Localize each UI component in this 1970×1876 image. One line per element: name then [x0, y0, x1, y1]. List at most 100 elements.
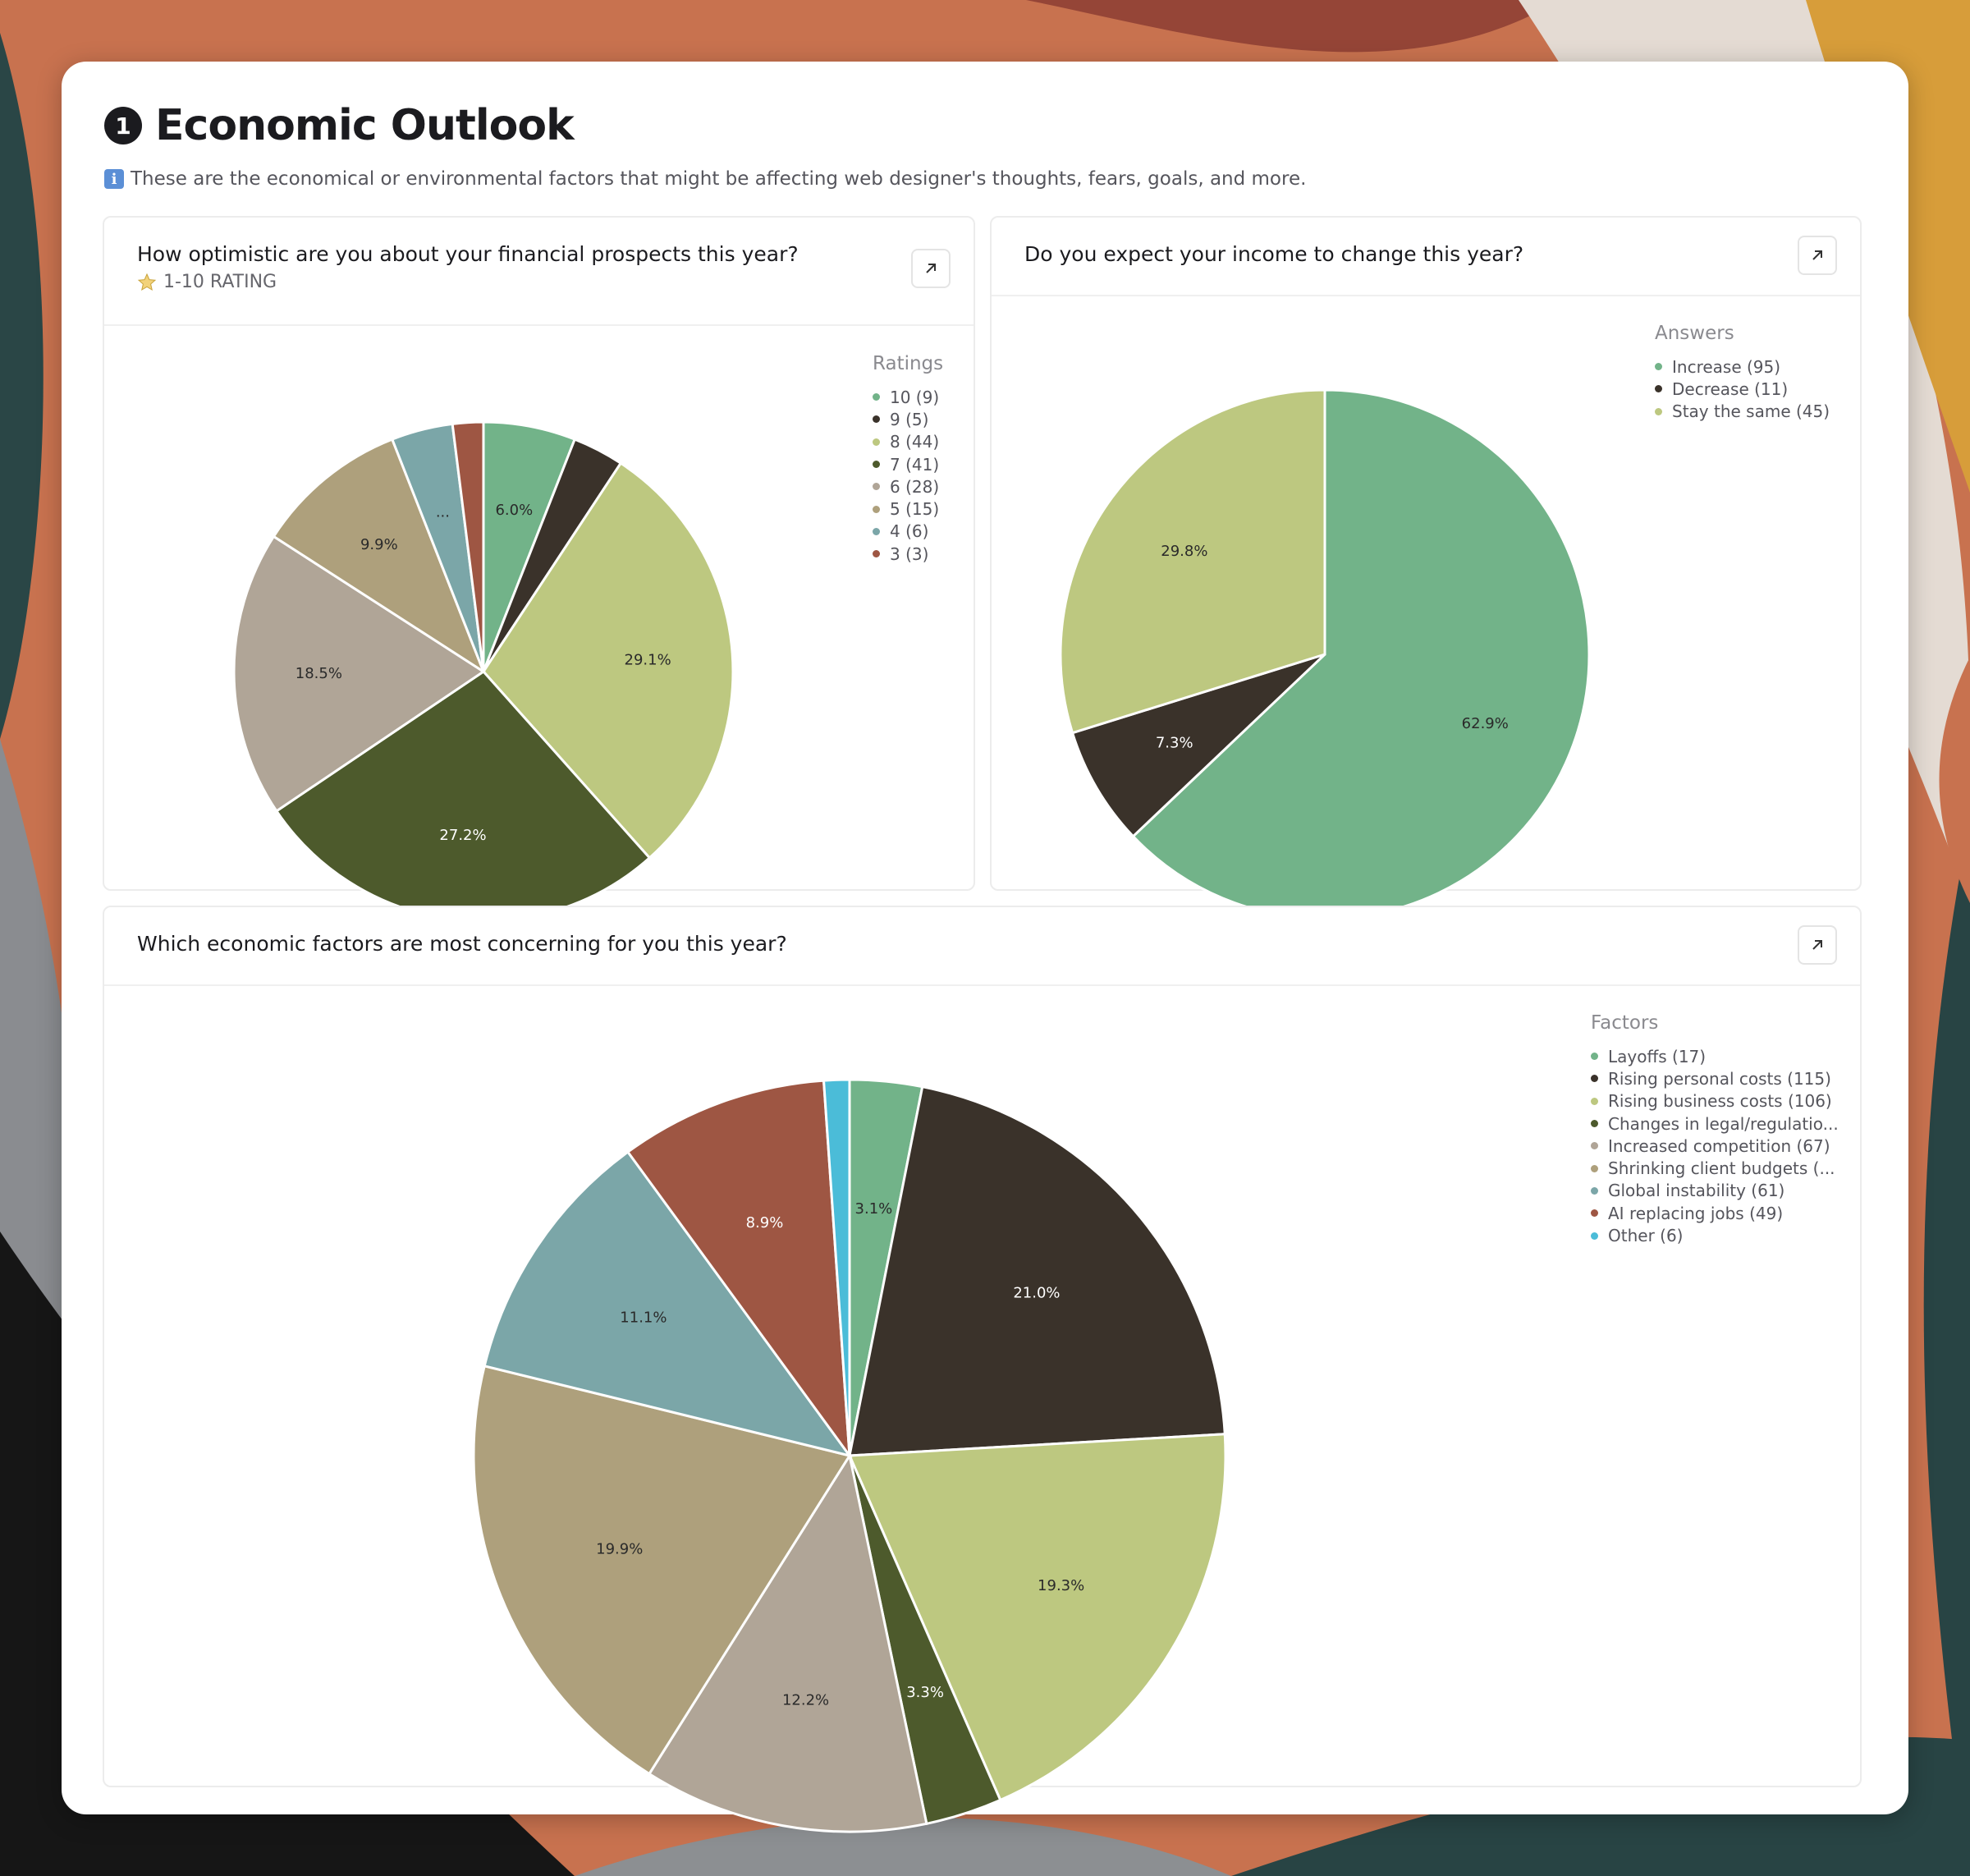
- slice-percent-label: 21.0%: [1013, 1284, 1060, 1301]
- legend-item[interactable]: Rising personal costs (115): [1591, 1067, 1839, 1089]
- pie-slice[interactable]: [1059, 388, 1326, 735]
- pie-slice[interactable]: [272, 438, 487, 675]
- legend-color-dot: [873, 550, 880, 558]
- arrow-up-right-icon: [1812, 250, 1822, 260]
- slice-percent-label: 62.9%: [1462, 715, 1509, 732]
- pie-slice[interactable]: [847, 1433, 1227, 1802]
- legend-item[interactable]: Increased competition (67): [1591, 1135, 1839, 1157]
- pie-slice[interactable]: [472, 1364, 852, 1776]
- pie-slice[interactable]: [822, 1078, 851, 1456]
- legend-title: Answers: [1655, 323, 1734, 344]
- legend-label: 4 (6): [890, 521, 929, 542]
- rating-scale-label: 1-10 RATING: [163, 272, 277, 292]
- pie-slice[interactable]: [1070, 653, 1326, 838]
- slice-percent-label: 18.5%: [296, 665, 342, 682]
- legend-item[interactable]: Changes in legal/regulatio...: [1591, 1112, 1839, 1135]
- dashboard-card: 1 Economic Outlook i These are the econo…: [62, 62, 1908, 1833]
- factors-legend: Factors Layoffs (17) Rising personal cost…: [1591, 1012, 1839, 1247]
- legend-color-dot: [1591, 1232, 1598, 1240]
- legend-item[interactable]: AI replacing jobs (49): [1591, 1202, 1839, 1224]
- legend-item[interactable]: 4 (6): [873, 521, 943, 543]
- slice-percent-label: 19.3%: [1038, 1577, 1084, 1594]
- pie-slice[interactable]: [482, 461, 735, 860]
- legend-color-dot: [873, 527, 880, 535]
- optimism-legend: Ratings 10 (9) 9 (5) 8 (44) 7 (41) 6 (28) 5 (…: [873, 353, 943, 565]
- page-title: Economic Outlook: [155, 101, 575, 150]
- legend-item[interactable]: 7 (41): [873, 453, 943, 475]
- legend-color-dot: [1591, 1142, 1598, 1150]
- legend-item[interactable]: 6 (28): [873, 475, 943, 498]
- legend-label: Rising business costs (106): [1608, 1091, 1832, 1112]
- description-text: These are the economical or environmenta…: [131, 168, 1307, 190]
- panel-header: Do you expect your income to change this…: [992, 218, 1860, 296]
- pie-slice[interactable]: [483, 1149, 853, 1458]
- legend-color-dot: [873, 438, 880, 446]
- legend-label: Rising personal costs (115): [1608, 1068, 1831, 1089]
- pie-slice[interactable]: [848, 1085, 1226, 1457]
- legend-color-dot: [873, 415, 880, 424]
- legend-label: 8 (44): [890, 432, 940, 452]
- arrow-up-right-icon: [926, 264, 936, 273]
- legend-color-dot: [1591, 1053, 1598, 1061]
- legend-item[interactable]: 8 (44): [873, 431, 943, 453]
- legend-label: 10 (9): [890, 387, 940, 407]
- slice-percent-label: 11.1%: [620, 1310, 667, 1327]
- legend-item[interactable]: Global instability (61): [1591, 1180, 1839, 1202]
- slice-percent-label: 9.9%: [360, 536, 398, 553]
- legend-label: Other (6): [1608, 1226, 1684, 1246]
- legend-label: Increase (95): [1672, 356, 1781, 377]
- income-panel: Do you expect your income to change this…: [990, 216, 1862, 920]
- pie-slice[interactable]: [647, 1452, 928, 1833]
- legend-item[interactable]: 3 (3): [873, 543, 943, 565]
- legend-item[interactable]: 9 (5): [873, 408, 943, 430]
- legend-color-dot: [873, 505, 880, 513]
- legend-label: Layoffs (17): [1608, 1046, 1707, 1066]
- panel-subtitle: 1-10 RATING: [137, 272, 277, 292]
- legend-label: 9 (5): [890, 409, 929, 429]
- legend-label: 5 (15): [890, 499, 940, 520]
- panel-title: Do you expect your income to change this…: [1024, 242, 1524, 266]
- legend-label: AI replacing jobs (49): [1608, 1203, 1784, 1223]
- legend-color-dot: [1591, 1097, 1598, 1105]
- expand-button[interactable]: [1798, 236, 1837, 275]
- section-number-badge: 1: [104, 107, 142, 144]
- legend-item[interactable]: Layoffs (17): [1591, 1045, 1839, 1067]
- slice-percent-label: 3.1%: [855, 1200, 893, 1218]
- legend-label: 7 (41): [890, 454, 940, 475]
- legend-label: Stay the same (45): [1672, 401, 1830, 422]
- legend-item[interactable]: 5 (15): [873, 498, 943, 520]
- legend-color-dot: [1655, 385, 1662, 393]
- pie-slice[interactable]: [232, 534, 486, 813]
- legend-item[interactable]: Other (6): [1591, 1224, 1839, 1246]
- legend-color-dot: [1655, 363, 1662, 371]
- legend-item[interactable]: Rising business costs (106): [1591, 1090, 1839, 1112]
- legend-color-dot: [1591, 1164, 1598, 1172]
- optimism-panel: How optimistic are you about your financ…: [103, 216, 975, 923]
- legend-label: 6 (28): [890, 476, 940, 497]
- panel-header: How optimistic are you about your financ…: [104, 218, 974, 326]
- income-legend: Answers Increase (95) Decrease (11) Stay t…: [1655, 323, 1830, 423]
- legend-color-dot: [1591, 1186, 1598, 1195]
- expand-button[interactable]: [911, 249, 951, 288]
- legend-label: Changes in legal/regulatio...: [1608, 1113, 1839, 1134]
- legend-label: Increased competition (67): [1608, 1135, 1830, 1156]
- legend-item[interactable]: Decrease (11): [1655, 378, 1830, 400]
- pie-slice[interactable]: [451, 420, 485, 672]
- factors-pie-chart: 3.1% 21.0% 19.3% 3.3% 12.2% 19.9% 11.1% 8.9%: [472, 1078, 1227, 1833]
- legend-item[interactable]: Shrinking client budgets (...: [1591, 1157, 1839, 1179]
- slice-percent-label: 19.9%: [596, 1540, 643, 1557]
- legend-label: 3 (3): [890, 544, 929, 564]
- pie-slice[interactable]: [625, 1079, 851, 1461]
- legend-item[interactable]: Stay the same (45): [1655, 401, 1830, 423]
- slice-percent-label: 12.2%: [782, 1692, 829, 1709]
- info-icon: i: [104, 169, 124, 189]
- legend-title: Factors: [1591, 1012, 1659, 1034]
- arrow-up-right-icon: [1812, 940, 1822, 950]
- legend-title: Ratings: [873, 353, 944, 374]
- expand-button[interactable]: [1798, 925, 1837, 965]
- legend-label: Decrease (11): [1672, 378, 1789, 399]
- legend-item[interactable]: 10 (9): [873, 386, 943, 408]
- legend-item[interactable]: Increase (95): [1655, 355, 1830, 378]
- section-description: i These are the economical or environmen…: [104, 168, 1306, 190]
- income-pie-chart: 62.9% 7.3% 29.8%: [1059, 388, 1591, 920]
